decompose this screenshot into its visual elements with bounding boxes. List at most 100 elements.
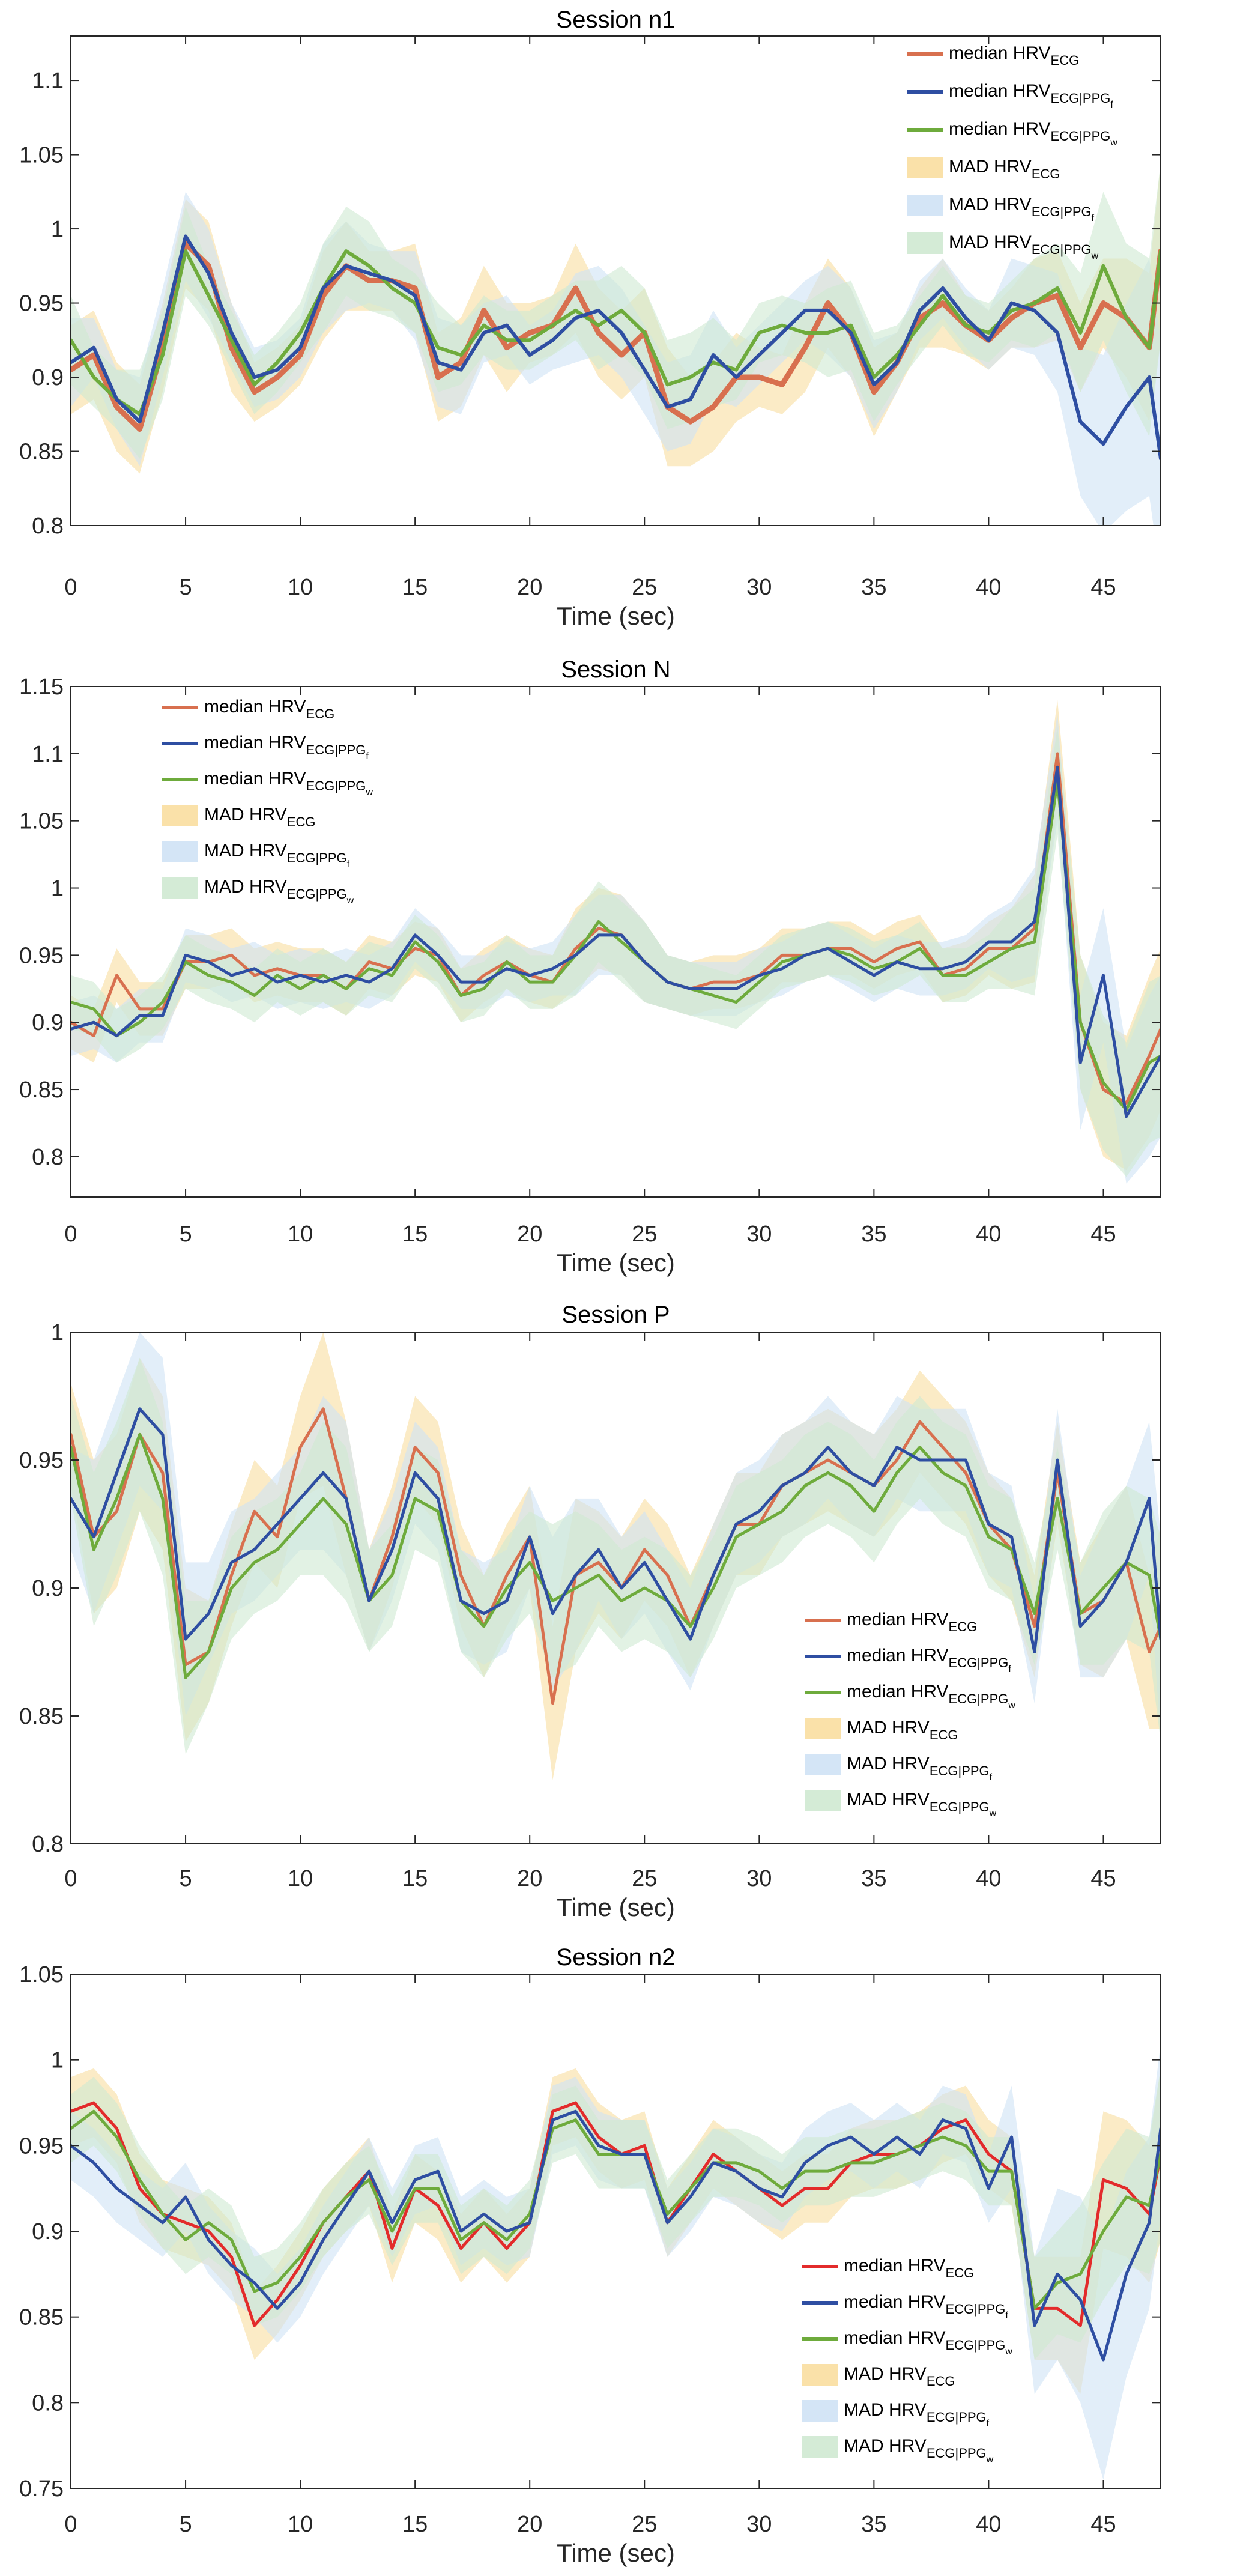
mad-band-f bbox=[71, 1332, 1161, 1742]
legend-label-median-ecg-prefix: median HRV bbox=[847, 1610, 949, 1629]
legend-label-mad-f-prefix: MAD HRV bbox=[949, 195, 1032, 214]
legend-label-median-ecg: median HRVECG bbox=[847, 1610, 977, 1634]
x-tick-label: 15 bbox=[402, 2512, 428, 2537]
median-line-f bbox=[71, 2109, 1161, 2362]
legend-swatch-mad-ecg bbox=[907, 157, 943, 178]
x-tick-label: 20 bbox=[517, 1866, 542, 1891]
x-tick-label: 10 bbox=[288, 1866, 313, 1891]
legend-label-mad-f-prefix: MAD HRV bbox=[847, 1754, 930, 1774]
median-line-w bbox=[71, 1432, 1161, 1679]
mad-band-w bbox=[71, 727, 1161, 1177]
legend-label-median-ecg-prefix: median HRV bbox=[949, 43, 1051, 63]
x-tick-label: 15 bbox=[402, 575, 428, 600]
y-tick-label: 0.9 bbox=[32, 1010, 64, 1035]
legend-label-mad-w-subsub: w bbox=[1091, 251, 1099, 261]
x-axis-label: Time (sec) bbox=[557, 1893, 675, 1921]
legend-swatch-mad-f bbox=[802, 2400, 838, 2422]
chart-panel-1: 0 5 10 15 20 25 30 35 40 45 0.8 0.85 0.9 0.95 1 1.05 1.1… bbox=[19, 7, 1161, 630]
legend-label-mad-f-prefix: MAD HRV bbox=[844, 2400, 927, 2420]
y-tick-label: 0.8 bbox=[32, 514, 64, 539]
chart-panel-3: 0 5 10 15 20 25 30 35 40 45 0.8 0.85 0.9 0.95 1 Session… bbox=[19, 1302, 1161, 1921]
legend-label-median-f-prefix: median HRV bbox=[949, 81, 1051, 101]
legend-label-median-ecg-sub: ECG bbox=[306, 706, 335, 721]
x-tick-label: 5 bbox=[179, 1866, 192, 1891]
legend-label-median-w-subsub: w bbox=[1005, 2347, 1012, 2357]
legend-label-mad-ecg: MAD HRVECG bbox=[204, 805, 316, 829]
legend-label-median-w-sub: ECG|PPG bbox=[949, 1691, 1009, 1706]
legend-label-mad-ecg: MAD HRVECG bbox=[949, 157, 1060, 181]
x-tick-label: 10 bbox=[288, 575, 313, 600]
legend-label-mad-ecg-prefix: MAD HRV bbox=[204, 805, 287, 825]
legend-label-median-f: median HRVECG|PPGf bbox=[204, 733, 369, 762]
legend-label-mad-ecg-prefix: MAD HRV bbox=[949, 157, 1032, 177]
legend-swatch-mad-f bbox=[805, 1754, 841, 1775]
legend-label-median-f-subsub: f bbox=[366, 751, 369, 762]
y-tick-label: 0.75 bbox=[19, 2476, 64, 2502]
legend-label-mad-w-sub: ECG|PPG bbox=[930, 1799, 990, 1814]
legend-label-median-ecg-sub: ECG bbox=[946, 2265, 975, 2281]
legend-label-mad-f-sub: ECG|PPG bbox=[927, 2410, 987, 2425]
x-tick-label: 45 bbox=[1090, 2512, 1116, 2537]
legend-swatch-mad-w bbox=[805, 1790, 841, 1811]
legend-label-median-w-subsub: w bbox=[365, 787, 373, 798]
x-tick-label: 25 bbox=[632, 1866, 657, 1891]
y-tick-label: 0.85 bbox=[19, 440, 64, 465]
legend-label-median-f-sub: ECG|PPG bbox=[1051, 91, 1111, 106]
y-tick-label: 1.05 bbox=[19, 143, 64, 168]
y-tick-label: 1 bbox=[51, 876, 64, 902]
legend-label-median-f: median HRVECG|PPGf bbox=[949, 81, 1113, 110]
x-tick-label: 5 bbox=[179, 2512, 192, 2537]
x-tick-label: 15 bbox=[402, 1222, 428, 1247]
legend-label-median-ecg: median HRVECG bbox=[844, 2256, 974, 2281]
legend-label-median-w: median HRVECG|PPGw bbox=[949, 119, 1117, 148]
legend-label-mad-ecg-prefix: MAD HRV bbox=[847, 1718, 930, 1738]
x-tick-label: 20 bbox=[517, 2512, 542, 2537]
panels: 0 5 10 15 20 25 30 35 40 450.80.850.90.9511.051.1… bbox=[19, 7, 1161, 2567]
legend-swatch-mad-w bbox=[802, 2436, 838, 2458]
x-tick-label: 30 bbox=[746, 2512, 772, 2537]
x-axis-label: Time (sec) bbox=[557, 2539, 675, 2567]
x-tick-label: 10 bbox=[288, 1222, 313, 1247]
y-tick-label: 0.95 bbox=[19, 291, 64, 317]
legend-swatch-mad-w bbox=[162, 877, 198, 899]
legend-label-mad-ecg-sub: ECG bbox=[1032, 166, 1060, 181]
legend-swatch-mad-f bbox=[907, 195, 943, 216]
chart-panel-2: 0 5 10 15 20 25 30 35 40 45 0.8 0.85 0.9 0.95 1 1.05 1.1… bbox=[19, 656, 1161, 1277]
legend-label-median-ecg: median HRVECG bbox=[949, 43, 1079, 68]
legend-label-mad-w-subsub: w bbox=[986, 2455, 994, 2465]
axes-frame bbox=[70, 35, 1161, 526]
legend-label-median-ecg: median HRVECG bbox=[204, 697, 334, 721]
median-line-w bbox=[71, 779, 1161, 1112]
plot-area bbox=[71, 1974, 1161, 2488]
legend-swatch-mad-w bbox=[907, 232, 943, 254]
y-tick-label: 1.1 bbox=[32, 68, 64, 94]
x-tick-label: 20 bbox=[517, 1222, 542, 1247]
y-tick-label: 0.9 bbox=[32, 1576, 64, 1601]
legend-label-median-w: median HRVECG|PPGw bbox=[847, 1682, 1015, 1711]
axes-frame bbox=[70, 686, 1161, 1198]
legend-label-mad-w-sub: ECG|PPG bbox=[927, 2446, 987, 2461]
legend-label-mad-f: MAD HRVECG|PPGf bbox=[847, 1754, 993, 1783]
x-tick-label: 40 bbox=[976, 1222, 1001, 1247]
x-tick-label: 0 bbox=[64, 1866, 77, 1891]
x-tick-label: 40 bbox=[976, 2512, 1001, 2537]
legend-label-median-w-prefix: median HRV bbox=[844, 2328, 946, 2348]
chart-title: Session n2 bbox=[557, 1944, 676, 1971]
y-tick-label: 1.15 bbox=[19, 674, 64, 700]
y-tick-label: 1 bbox=[51, 2048, 64, 2073]
x-tick-label: 40 bbox=[976, 575, 1001, 600]
x-tick-label: 30 bbox=[746, 1222, 772, 1247]
x-tick-label: 0 bbox=[64, 575, 77, 600]
y-tick-label: 0.95 bbox=[19, 943, 64, 968]
y-tick-label: 1 bbox=[51, 217, 64, 242]
legend-label-mad-w: MAD HRVECG|PPGw bbox=[204, 877, 354, 906]
legend-label-mad-w-sub: ECG|PPG bbox=[287, 886, 347, 902]
chart-title: Session N bbox=[561, 656, 670, 683]
legend-label-median-w: median HRVECG|PPGw bbox=[204, 769, 373, 798]
x-tick-label: 20 bbox=[517, 575, 542, 600]
x-tick-label: 15 bbox=[402, 1866, 428, 1891]
x-tick-label: 25 bbox=[632, 1222, 657, 1247]
